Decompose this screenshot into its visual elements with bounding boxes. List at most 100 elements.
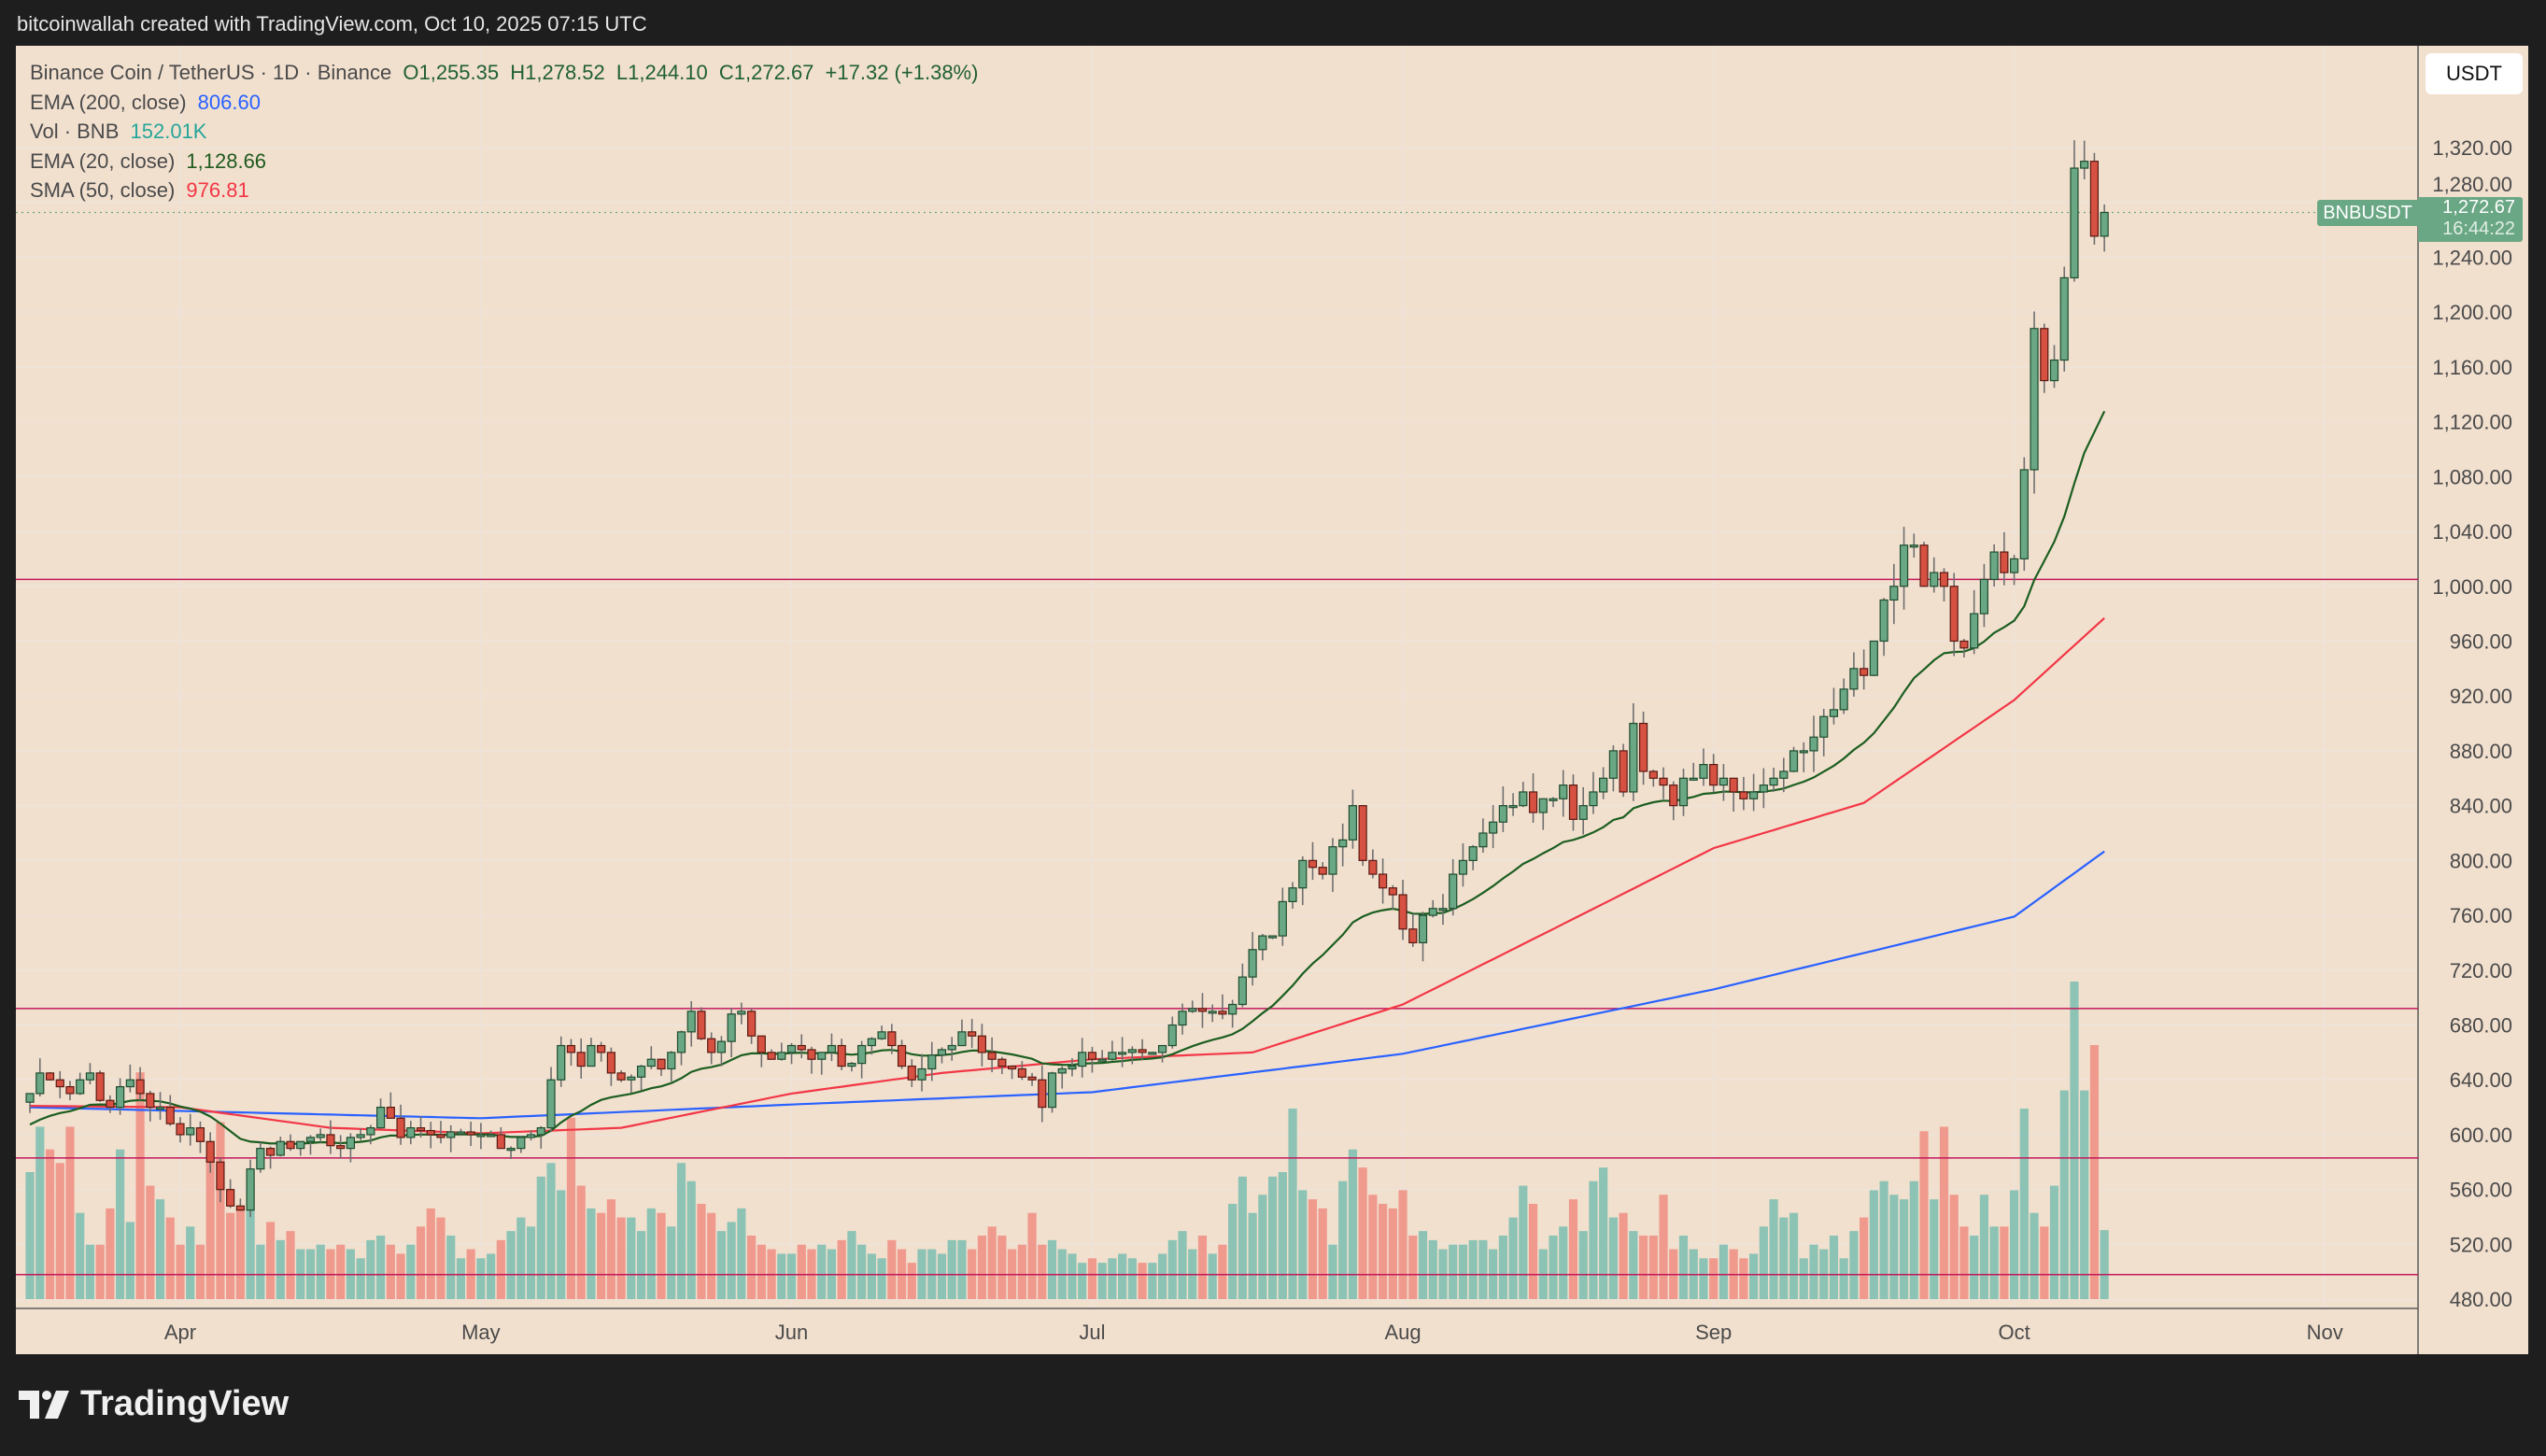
candle-body [1108, 1052, 1117, 1060]
candle-body [106, 1099, 115, 1109]
candle-body [1398, 894, 1407, 930]
candle-body [2030, 328, 2039, 471]
volume-bar [376, 1236, 386, 1299]
attribution-text: bitcoinwallah created with TradingView.c… [17, 12, 647, 35]
volume-bar [456, 1258, 466, 1299]
volume-bar [396, 1253, 405, 1299]
volume-bar [226, 1212, 235, 1299]
volume-bar [195, 1244, 205, 1299]
volume-bar [116, 1149, 125, 1299]
volume-bar [1869, 1190, 1878, 1299]
volume-bar [997, 1236, 1007, 1299]
legend-ema200[interactable]: EMA (200, close) 806.60 [30, 88, 978, 118]
volume-bar [606, 1199, 615, 1299]
candle-body [446, 1131, 456, 1138]
candle-body [1719, 777, 1729, 786]
tradingview-logo-text: TradingView [80, 1384, 290, 1423]
bar-countdown: 16:44:22 [2442, 219, 2515, 239]
volume-bar [1989, 1226, 1999, 1299]
price-axis-label: 1,160.00 [2432, 356, 2512, 379]
candle-body [506, 1148, 516, 1152]
time-axis-label: Sep [1695, 1321, 1732, 1344]
candle-body [316, 1134, 325, 1138]
volume-bar [1519, 1185, 1528, 1299]
volume-bar [1267, 1176, 1278, 1299]
candle-body [1860, 668, 1869, 676]
candle-body [1619, 750, 1628, 793]
candle-body [1138, 1049, 1147, 1053]
candle-body [1559, 785, 1568, 799]
candle-body [1358, 805, 1367, 861]
price-axis-label: 1,280.00 [2432, 173, 2512, 196]
volume-bar [1939, 1126, 1949, 1299]
candle-body [116, 1085, 125, 1109]
volume-bar [1879, 1180, 1888, 1299]
time-axis-label: Nov [2307, 1321, 2343, 1344]
volume-bar [1238, 1176, 1247, 1299]
candle-body [646, 1058, 656, 1067]
candle-body [1799, 750, 1808, 754]
candle-body [146, 1093, 155, 1109]
ema200-label: EMA (200, close) [30, 90, 187, 114]
candle-body [466, 1131, 475, 1136]
volume-bar [1619, 1212, 1628, 1299]
volume-bar [1078, 1263, 1087, 1299]
volume-bar [1197, 1236, 1208, 1299]
candle-body [1899, 544, 1909, 587]
volume-bar [1468, 1239, 1478, 1299]
candle-body [1909, 544, 1918, 548]
volume-bar [627, 1217, 636, 1299]
volume-bar [1027, 1212, 1037, 1299]
volume-bar [737, 1208, 746, 1299]
tradingview-logo[interactable]: TradingView [19, 1384, 289, 1424]
candle-body [1498, 805, 1507, 823]
candle-body [235, 1205, 245, 1211]
legend-ema20[interactable]: EMA (20, close) 1,128.66 [30, 147, 978, 177]
volume-bar [536, 1176, 545, 1299]
candle-body [25, 1093, 35, 1103]
candle-body [1538, 798, 1548, 813]
candle-body [366, 1127, 375, 1136]
candle-body [606, 1052, 615, 1074]
candle-body [1248, 949, 1257, 978]
volume-bar [276, 1239, 285, 1299]
candle-body [1298, 859, 1308, 889]
candle-body [1769, 777, 1778, 786]
candle-body [216, 1161, 225, 1191]
volume-bar [135, 1072, 145, 1299]
legend-sma50[interactable]: SMA (50, close) 976.81 [30, 176, 978, 205]
legend-volume[interactable]: Vol · BNB 152.01K [30, 117, 978, 147]
volume-bar [837, 1239, 846, 1299]
volume-bar [1799, 1258, 1808, 1299]
volume-bar [286, 1231, 295, 1299]
candle-body [1478, 832, 1488, 848]
chart-panel[interactable] [16, 46, 2528, 1354]
candle-body [616, 1072, 626, 1081]
volume-bar [1678, 1236, 1689, 1299]
volume-bar [1167, 1239, 1177, 1299]
volume-bar [1508, 1217, 1518, 1299]
top-bar: bitcoinwallah created with TradingView.c… [0, 0, 2546, 46]
volume-bar [1849, 1231, 1859, 1299]
sma50-label: SMA (50, close) [30, 178, 176, 202]
volume-bar [487, 1253, 496, 1299]
volume-bar [1578, 1231, 1588, 1299]
candle-body [1508, 805, 1518, 809]
volume-bar [256, 1244, 265, 1299]
currency-button[interactable]: USDT [2426, 53, 2523, 94]
candle-body [256, 1148, 265, 1170]
candle-body [1759, 785, 1768, 793]
volume-bar [1097, 1263, 1107, 1299]
candle-body [917, 1067, 926, 1081]
volume-bar [1638, 1236, 1648, 1299]
volume-bar [1138, 1263, 1147, 1299]
candle-body [1338, 839, 1348, 848]
candle-body [1288, 887, 1297, 902]
volume-bar [1388, 1208, 1397, 1299]
candle-body [1739, 791, 1748, 799]
candle-body [1549, 798, 1558, 801]
candle-body [1599, 777, 1608, 793]
candle-body [376, 1106, 386, 1129]
volume-bar [35, 1126, 45, 1299]
